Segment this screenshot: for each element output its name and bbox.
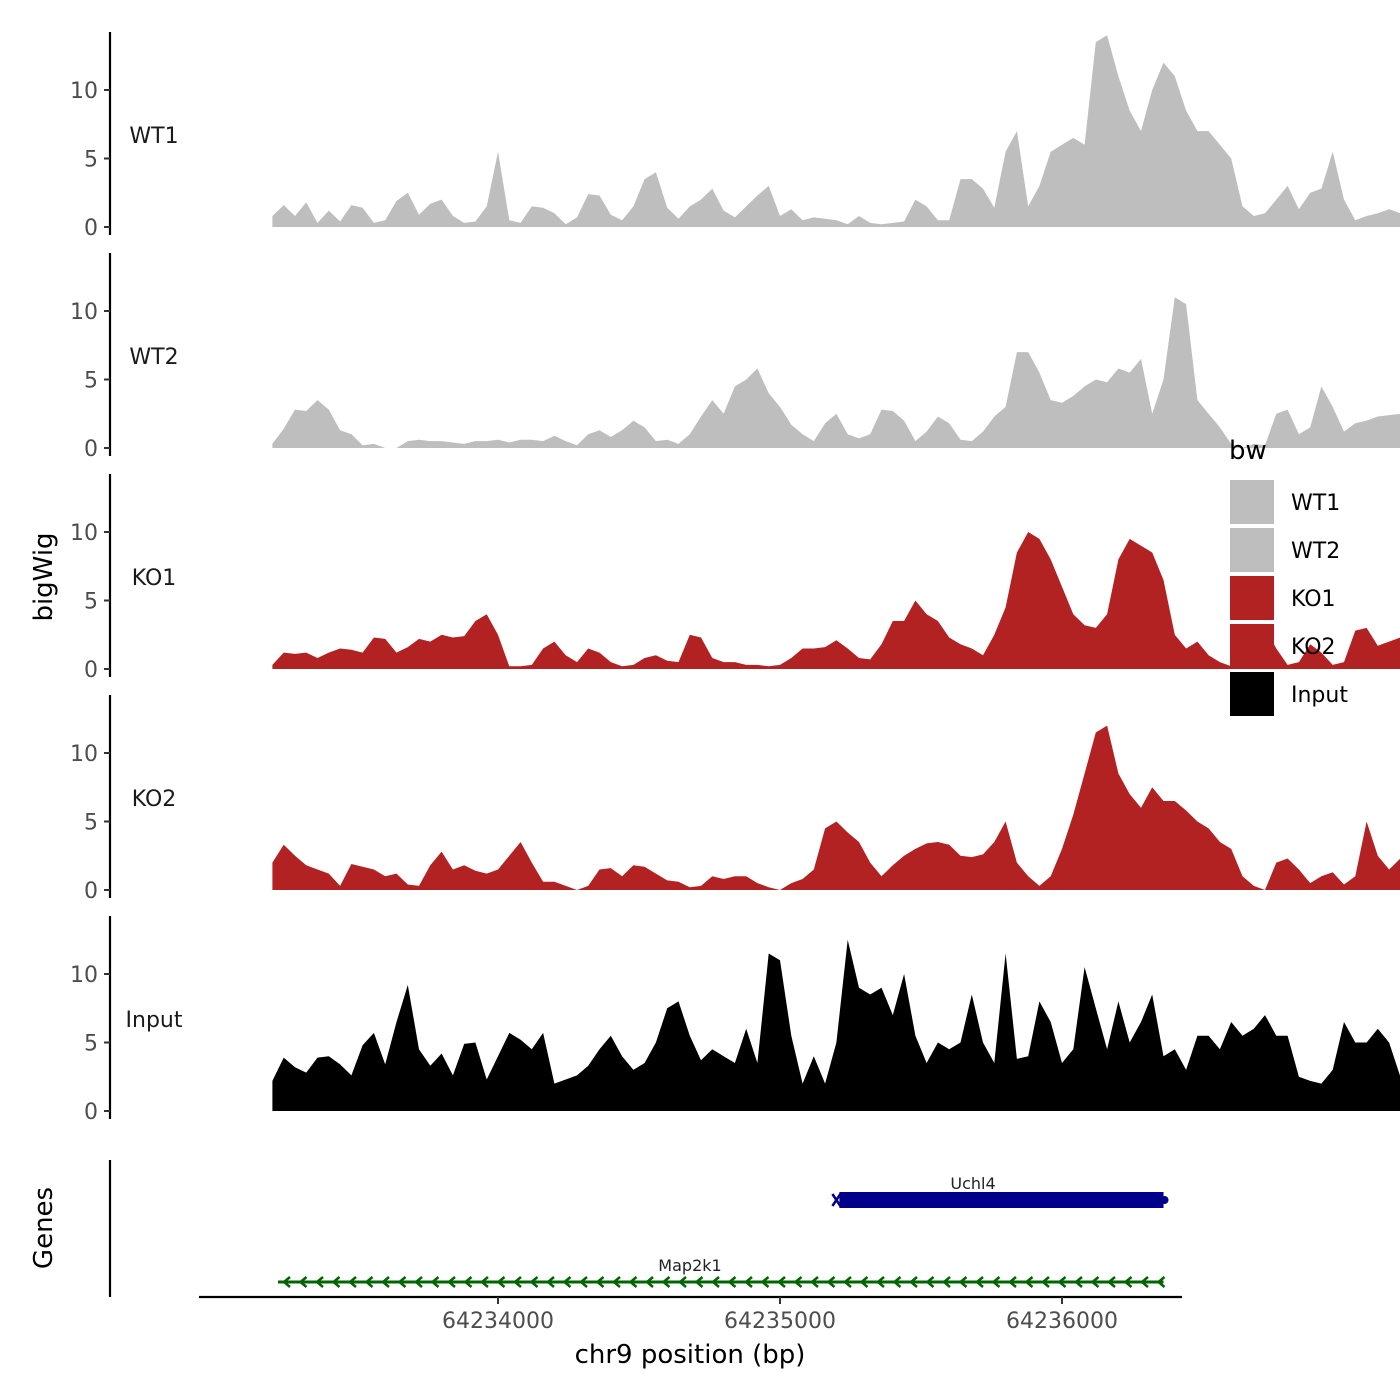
area-ko2 [272,725,1400,890]
legend-title: bw [1229,436,1267,466]
legend-item-ko1: KO1 [1230,576,1336,620]
x-axis-title: chr9 position (bp) [575,1340,806,1370]
legend-item-ko2: KO2 [1230,624,1336,668]
y-tick-label: 0 [84,658,98,683]
area-input [272,939,1400,1111]
legend-swatch [1230,672,1274,716]
legend-item-input: Input [1230,672,1348,716]
area-wt1 [272,35,1400,227]
track-label: WT2 [129,345,178,370]
track-label: KO2 [132,787,177,812]
track-wt1: 0 5 10 WT1 [70,32,1400,241]
y-tick-label: 0 [84,437,98,462]
legend-label: WT1 [1291,491,1340,516]
track-input: 0 5 10 Input [70,916,1400,1125]
y-tick-label: 5 [84,148,98,173]
y-tick-label: 10 [70,521,98,546]
x-tick-label: 64235000 [724,1309,836,1334]
y-tick-label: 5 [84,811,98,836]
track-label: KO1 [132,566,177,591]
track-wt2: 0 5 10 WT2 [70,253,1400,462]
y-tick-label: 10 [70,742,98,767]
track-panels: 0 5 10 WT1 0 5 10 WT2 0 5 10 KO1 0 5 10 KO2 0 5 10 Input [70,32,1400,1125]
y-tick-label: 10 [70,300,98,325]
track-ko2: 0 5 10 KO2 [70,695,1400,904]
gene-body [839,1192,1164,1208]
gene-label: Map2k1 [658,1256,721,1275]
legend-item-wt1: WT1 [1230,480,1340,524]
y-tick-label: 0 [84,1100,98,1125]
legend-swatch [1230,576,1274,620]
x-tick-label: 64236000 [1006,1309,1118,1334]
y-tick-label: 5 [84,590,98,615]
gene-map2k1: Map2k1 [278,1256,1166,1288]
y-tick-label: 5 [84,369,98,394]
y-axis-title: bigWig [29,532,59,621]
gene-uchl4: Uchl4 [831,1174,1169,1208]
y-tick-label: 0 [84,879,98,904]
y-tick-label: 10 [70,963,98,988]
legend-label: Input [1291,683,1348,708]
gene-end-cap [1160,1196,1169,1204]
genes-panel: Uchl4 Map2k1 [108,1160,1169,1297]
y-tick-label: 10 [70,79,98,104]
track-label: Input [126,1008,183,1033]
track-ko1: 0 5 10 KO1 [70,474,1400,683]
legend-swatch [1230,624,1274,668]
x-axis: 64234000 64235000 64236000 [199,1295,1182,1334]
legend-swatch [1230,528,1274,572]
legend-label: WT2 [1291,539,1340,564]
y-tick-label: 0 [84,216,98,241]
genes-axis-title: Genes [29,1187,59,1269]
legend-swatch [1230,480,1274,524]
legend-label: KO1 [1291,587,1336,612]
area-wt2 [272,297,1400,448]
gene-strand-mark [831,1193,842,1207]
gene-strand-arrows [282,1276,1166,1288]
track-label: WT1 [129,124,178,149]
y-tick-label: 5 [84,1032,98,1057]
gene-label: Uchl4 [950,1174,995,1193]
area-ko1 [272,532,1400,669]
legend-label: KO2 [1291,635,1336,660]
legend-item-wt2: WT2 [1230,528,1340,572]
x-tick-label: 64234000 [442,1309,554,1334]
legend: bw WT1 WT2 KO1 KO2 Input [1229,436,1348,716]
